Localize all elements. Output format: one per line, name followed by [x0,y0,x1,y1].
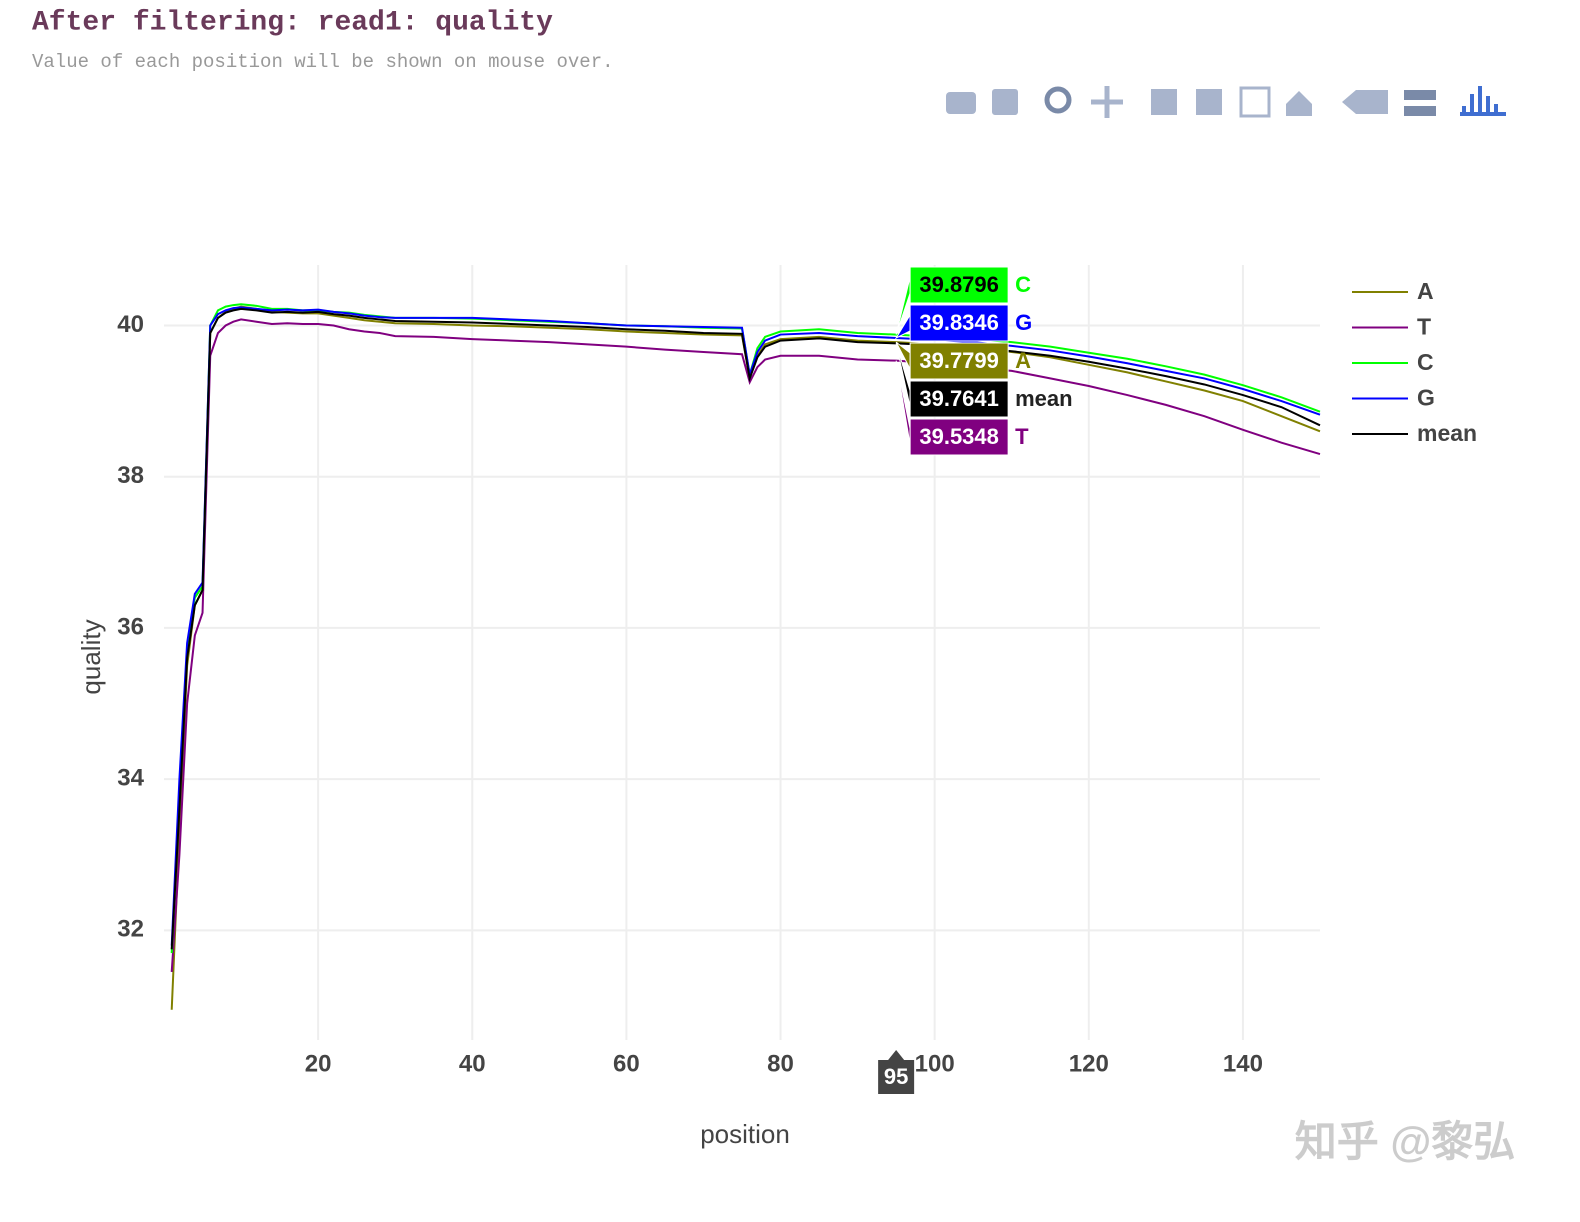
y-tick-label: 34 [117,764,144,791]
hover-box [909,380,1009,418]
x-tick-label: 140 [1223,1050,1263,1077]
x-tick-label: 120 [1069,1050,1109,1077]
y-tick-label: 40 [117,311,144,338]
hover-x-label: 95 [884,1064,908,1089]
hover-box [909,304,1009,342]
hover-name: G [1015,310,1032,335]
x-tick-label: 20 [305,1050,332,1077]
plotly-logo[interactable] [1460,86,1506,116]
legend-label: A [1417,278,1434,304]
hover-box [909,418,1009,456]
hover-value: 39.8796 [919,272,999,297]
data-line [170,318,1321,973]
hover-compare-button[interactable] [1404,90,1436,116]
zoom-in-button[interactable] [1151,89,1177,115]
autoscale-button[interactable] [1239,86,1271,118]
hover-box [909,266,1009,304]
hover-name: T [1015,424,1029,449]
hover-value: 39.8346 [919,310,999,335]
legend-label: mean [1417,420,1477,446]
hover-name: mean [1015,386,1072,411]
x-tick-label: 40 [459,1050,486,1077]
zoom-out-button[interactable] [1196,89,1222,115]
y-tick-label: 38 [117,462,144,489]
y-tick-label: 32 [117,916,144,943]
page-subtitle: Value of each position will be shown on … [32,51,614,73]
hover-value: 39.5348 [919,424,999,449]
y-tick-label: 36 [117,613,144,640]
camera-button[interactable] [946,92,976,114]
pan-button[interactable] [1091,86,1123,118]
x-axis-label: position [700,1119,790,1149]
zoom-button[interactable] [1044,86,1072,114]
hover-name: C [1015,272,1031,297]
page-title: After filtering: read1: quality [32,7,553,38]
data-line [170,307,1321,950]
spike-button[interactable] [1342,90,1388,114]
hover-name: A [1015,348,1031,373]
watermark: 知乎 @黎弘 [1295,1118,1516,1165]
x-tick-label: 100 [915,1050,955,1077]
hover-box [909,342,1009,380]
hover-x-arrow [888,1050,905,1060]
x-tick-label: 80 [767,1050,794,1077]
legend-label: C [1417,349,1434,375]
hover-value: 39.7641 [919,386,999,411]
data-line [170,306,1321,946]
save-button[interactable] [992,89,1018,115]
y-axis-label: quality [76,619,106,694]
home-button[interactable] [1286,91,1312,116]
legend-label: T [1417,314,1431,340]
hover-tooltip: 95 39.8796 C 39.8346 G 39.7799 A 39.7641 mean 39.… [878,266,1073,1094]
x-tick-label: 60 [613,1050,640,1077]
toolbar [946,86,1506,118]
hover-pointer [895,341,911,370]
legend-label: G [1417,385,1435,411]
data-line [170,305,1321,1010]
hover-x-box [878,1060,915,1094]
hover-value: 39.7799 [919,348,999,373]
